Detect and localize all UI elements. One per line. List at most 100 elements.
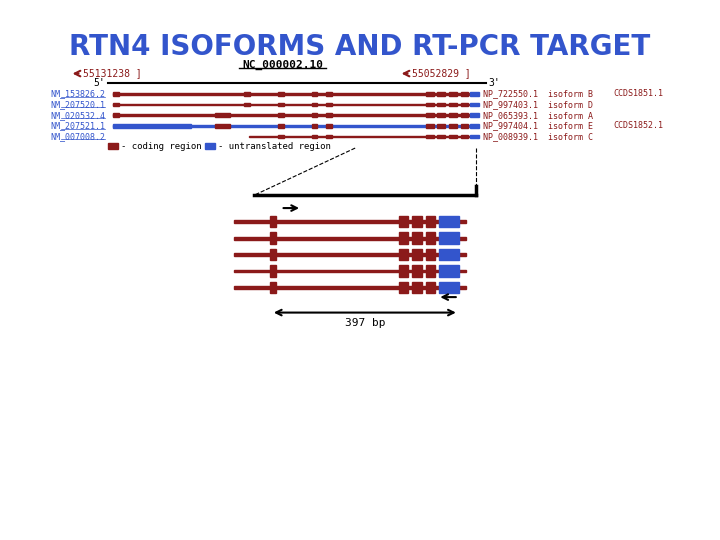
Text: NP_722550.1  isoform B: NP_722550.1 isoform B (483, 90, 593, 98)
Bar (270, 216, 276, 227)
Bar (113, 125, 476, 126)
Bar (461, 103, 469, 106)
Bar (426, 216, 436, 227)
Bar (326, 92, 332, 96)
Bar (399, 249, 408, 260)
Bar (278, 124, 284, 128)
Bar (244, 92, 250, 96)
Text: NM_153826.2: NM_153826.2 (50, 90, 106, 98)
Text: NP_008939.1  isoform C: NP_008939.1 isoform C (483, 132, 593, 141)
Text: CCDS1852.1: CCDS1852.1 (613, 122, 664, 130)
Bar (426, 282, 436, 293)
Bar (326, 124, 332, 128)
Bar (426, 134, 433, 138)
Bar (449, 134, 456, 138)
Text: 55052829 ]: 55052829 ] (413, 69, 471, 78)
Text: NC_000002.10: NC_000002.10 (242, 60, 323, 70)
Bar (113, 92, 119, 96)
Bar (426, 249, 436, 260)
Text: 3': 3' (489, 78, 500, 88)
Bar (470, 124, 479, 128)
Text: CCDS1851.1: CCDS1851.1 (613, 90, 664, 98)
Bar (270, 282, 276, 293)
Bar (439, 265, 459, 277)
Bar (449, 103, 456, 106)
Text: - coding region: - coding region (121, 141, 202, 151)
Text: NP_065393.1  isoform A: NP_065393.1 isoform A (483, 111, 593, 120)
Bar (413, 265, 422, 277)
Bar (113, 93, 476, 94)
Bar (470, 113, 479, 117)
Bar (278, 113, 284, 117)
Bar (234, 220, 467, 223)
Bar (438, 103, 445, 106)
Bar (438, 92, 445, 96)
Bar (438, 124, 445, 128)
Bar (270, 232, 276, 244)
Bar (438, 134, 445, 138)
Bar (312, 124, 318, 128)
Bar (270, 249, 276, 260)
Text: NP_997404.1  isoform E: NP_997404.1 isoform E (483, 122, 593, 130)
Bar (399, 265, 408, 277)
Bar (234, 269, 467, 272)
Bar (244, 103, 250, 106)
Bar (248, 136, 476, 137)
Text: 5': 5' (94, 78, 106, 88)
Bar (326, 103, 332, 106)
Bar (470, 92, 479, 96)
Bar (312, 134, 318, 138)
Bar (439, 232, 459, 244)
Bar (470, 134, 479, 138)
Bar (278, 103, 284, 106)
Bar (234, 253, 467, 256)
Bar (461, 113, 469, 117)
Bar (312, 113, 318, 117)
Bar (470, 103, 479, 106)
Bar (449, 124, 456, 128)
Bar (413, 232, 422, 244)
Bar (461, 134, 469, 138)
Bar (461, 124, 469, 128)
Bar (426, 124, 433, 128)
Bar (439, 249, 459, 260)
Text: 397 bp: 397 bp (345, 319, 385, 328)
Bar (113, 114, 476, 116)
Bar (399, 232, 408, 244)
Bar (215, 113, 230, 117)
Bar (312, 92, 318, 96)
Bar (113, 124, 191, 128)
Text: RTN4 ISOFORMS AND RT-PCR TARGET: RTN4 ISOFORMS AND RT-PCR TARGET (69, 33, 651, 61)
Bar (113, 104, 476, 105)
Bar (399, 216, 408, 227)
Bar (109, 143, 118, 149)
Text: NM_207520.1: NM_207520.1 (50, 100, 106, 109)
Text: NM_020532.4: NM_020532.4 (50, 111, 106, 120)
Bar (270, 265, 276, 277)
Bar (449, 113, 456, 117)
Bar (234, 237, 467, 240)
Bar (278, 134, 284, 138)
Bar (426, 265, 436, 277)
Text: NP_997403.1  isoform D: NP_997403.1 isoform D (483, 100, 593, 109)
Bar (439, 282, 459, 293)
Bar (215, 124, 230, 128)
Bar (399, 282, 408, 293)
Bar (426, 232, 436, 244)
Text: - untranslated region: - untranslated region (217, 141, 330, 151)
Bar (426, 92, 433, 96)
Bar (439, 216, 459, 227)
Bar (205, 143, 215, 149)
Bar (413, 249, 422, 260)
Bar (426, 113, 433, 117)
Bar (438, 113, 445, 117)
Bar (413, 282, 422, 293)
Text: NM_207521.1: NM_207521.1 (50, 122, 106, 130)
Bar (312, 103, 318, 106)
Bar (413, 216, 422, 227)
Bar (113, 103, 119, 106)
Bar (113, 113, 119, 117)
Bar (326, 113, 332, 117)
Text: NM_007008.2: NM_007008.2 (50, 132, 106, 141)
Bar (326, 134, 332, 138)
